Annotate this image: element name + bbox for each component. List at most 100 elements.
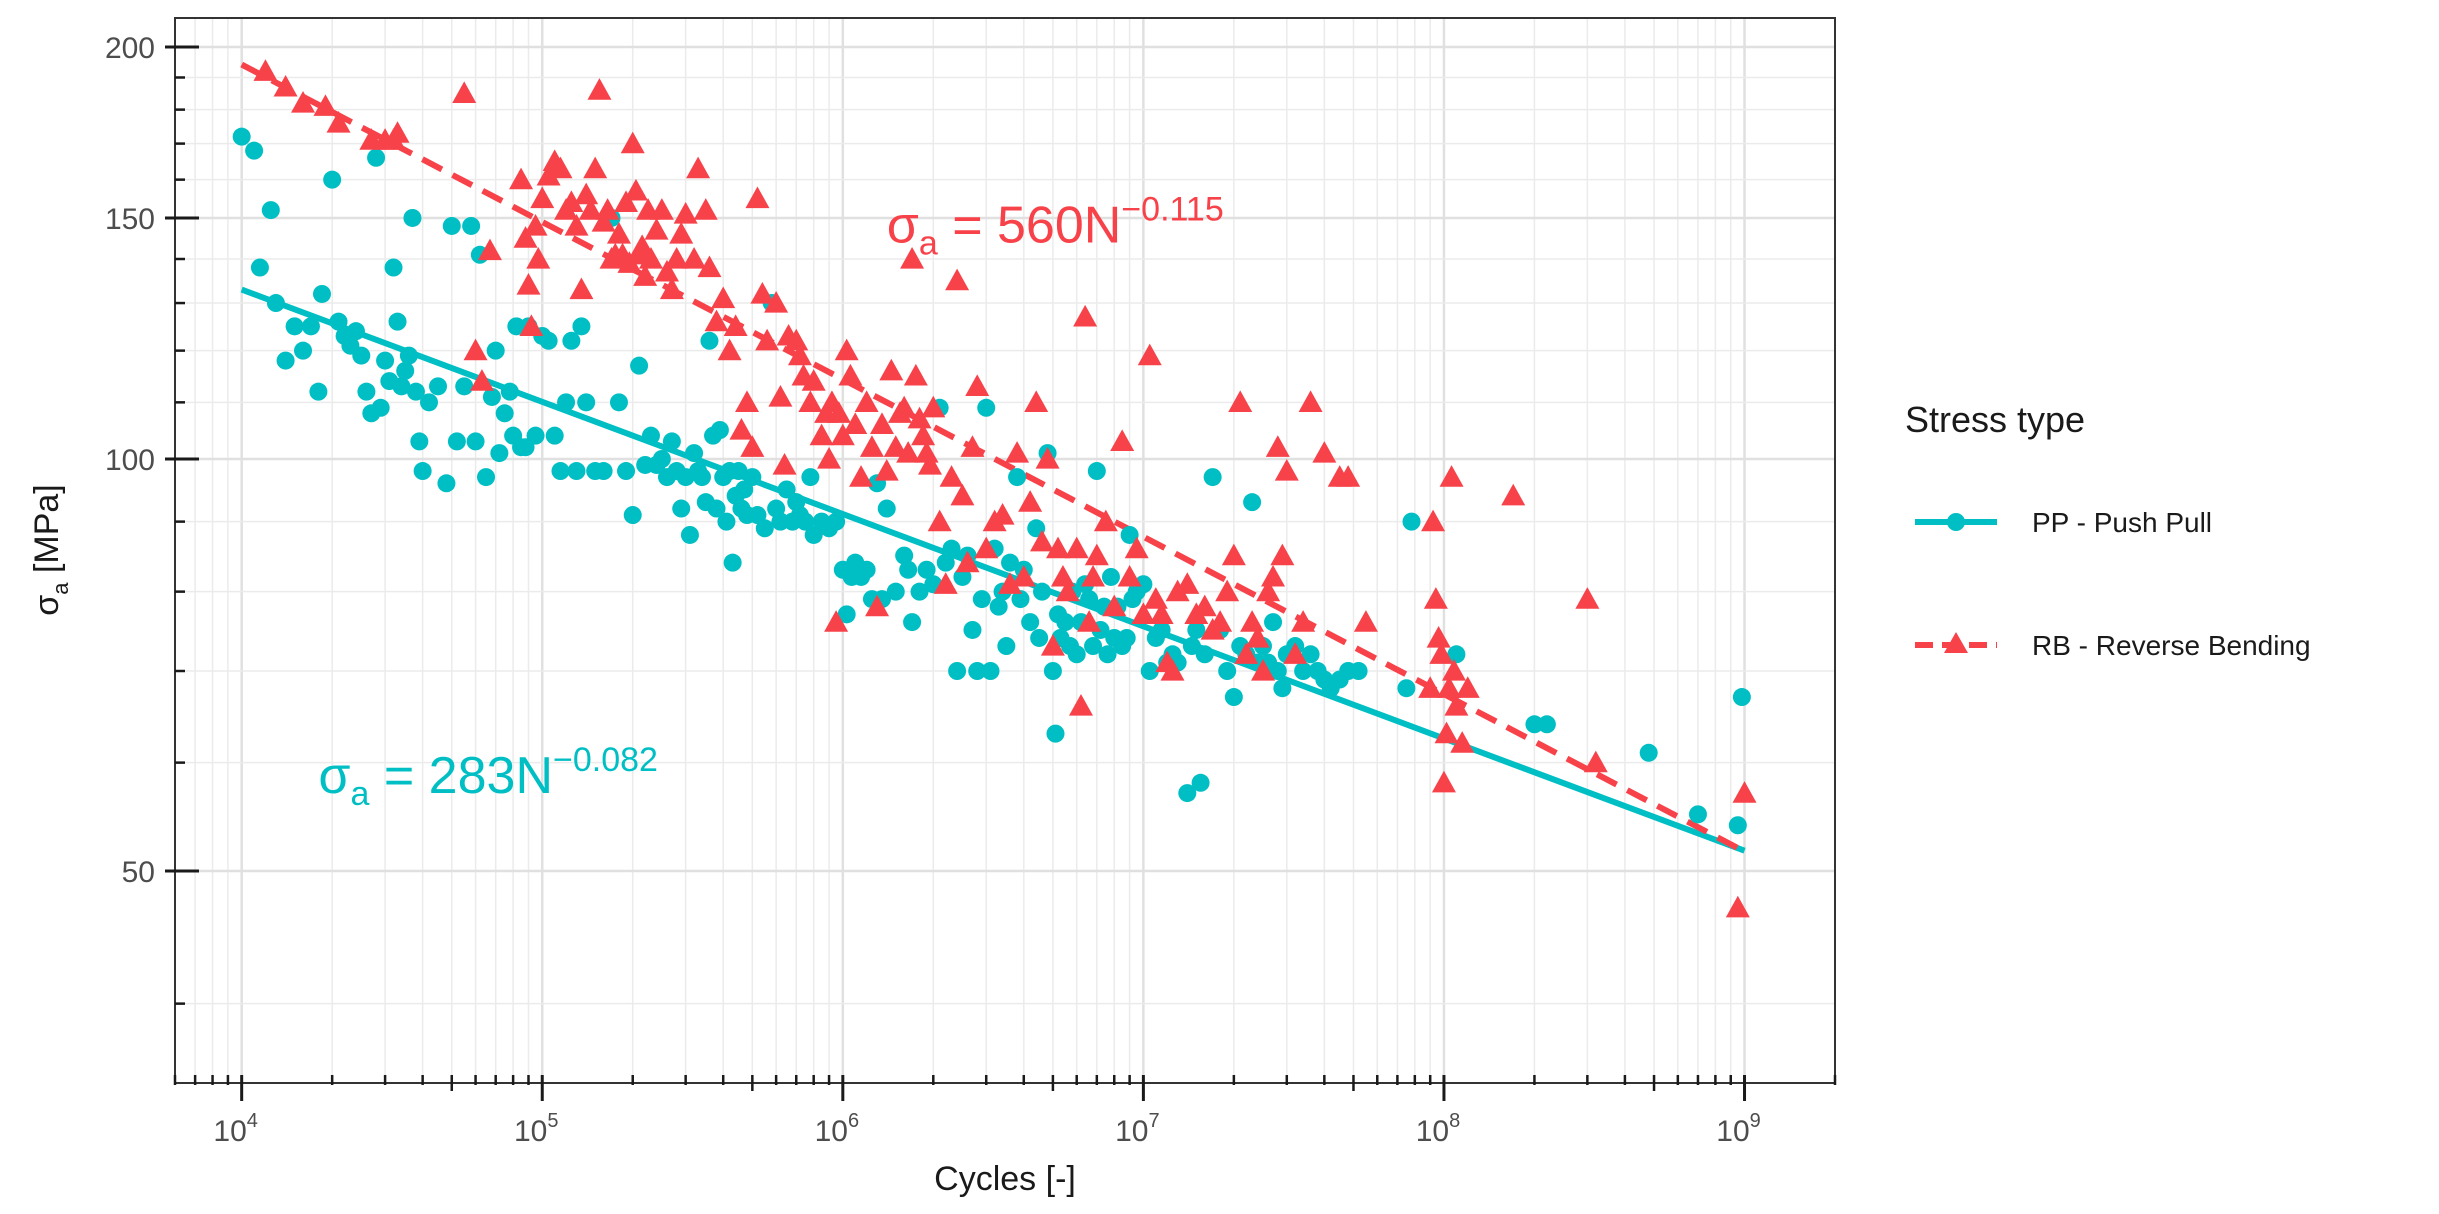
rb-data-point [1030,529,1055,552]
rb-data-point [787,343,812,366]
rb-data-point [1117,564,1142,587]
rb-data-point [477,238,502,261]
pp-data-point [567,462,586,481]
pp-data-point [1098,645,1117,664]
pp-data-point [1728,816,1747,835]
pp-data-point [804,525,823,544]
pp-data-point [367,148,386,167]
pp-data-point [490,444,509,463]
pp-data-point [413,462,432,481]
pp-data-point [968,662,987,681]
pp-data-point [245,141,264,160]
legend-entry-rb: RB - Reverse Bending [1915,630,2311,661]
rb-data-point [559,190,584,212]
rb-data-point [1240,610,1265,632]
legend-key-marker-rb [1944,632,1968,653]
pp-data-point [1639,743,1658,762]
data-points [232,59,1757,918]
rb-data-point [530,186,555,209]
x-tick-label-exponent: 6 [848,1110,859,1132]
pp-data-point [346,322,365,341]
x-tick-label: 107 [1115,1110,1160,1148]
rb-data-point [990,503,1015,525]
pp-data-point [1268,662,1287,681]
pp-data-point [1294,662,1313,681]
pp-data-point [577,393,596,412]
pp-data-point [895,546,914,565]
rb-data-point [903,363,928,386]
pp-data-point [384,258,403,277]
rb-data-point [682,247,707,269]
rb-data-point [649,198,674,220]
rb-data-point [1024,390,1049,412]
pp-data-point [755,519,774,538]
rb-data-point [1175,572,1200,594]
pp-data-point [1117,628,1136,647]
legend-key-marker-pp [1947,513,1965,531]
pp-data-point [276,351,295,370]
rb-data-point [1444,693,1469,716]
equation-sub: a [351,775,370,813]
pp-data-point [1218,662,1237,681]
rb-data-point [1336,465,1361,487]
pp-data-point [1447,645,1466,664]
rb-data-point [633,264,658,286]
rb-data-point [1261,564,1286,587]
rb-data-point [1102,594,1127,617]
rb-data-point [1149,602,1174,624]
pp-data-point [266,294,285,313]
rb-data-point [1439,465,1464,487]
rb-data-point [583,156,608,179]
pp-data-point [1191,773,1210,792]
pp-data-point [1067,645,1086,664]
rb-data-point [630,234,655,257]
pp-data-point [662,432,681,451]
rb-data-point [1312,441,1337,463]
rb-data-point [955,550,980,573]
rb-data-point [1005,441,1030,463]
pp-data-point [388,312,407,331]
rb-data-point [735,390,760,412]
rb-data-point [907,406,932,429]
rb-data-point [1431,770,1456,793]
plot-panel [175,18,1835,1083]
legend-title: Stress type [1905,399,2085,440]
rb-data-point [1160,659,1185,681]
rb-data-point [1055,579,1080,602]
pp-data-point [420,393,439,412]
rb-data-point [1583,750,1608,773]
pp-data-point [777,480,796,499]
pp-data-point [1195,645,1214,664]
rb-data-point [704,309,729,332]
pp-data-point [1525,715,1544,734]
x-tick-label: 104 [213,1110,258,1148]
pp-data-point [723,553,742,572]
pp-data-point [309,382,328,401]
pp-data-point [1001,553,1020,572]
rb-data-point [1256,579,1281,602]
rb-data-point [1221,543,1246,566]
pp-data-point [285,317,304,336]
rb-data-point [536,163,561,186]
rb-data-point [826,401,851,423]
pp-data-point [352,346,371,365]
rb-data-point [1011,564,1036,587]
rb-data-point [273,74,298,97]
pp-data-point [899,560,918,579]
rb-data-point [1208,610,1233,632]
rb-data-point [1437,676,1462,698]
pp-data-point [1021,613,1040,632]
pp-data-point [1140,662,1159,681]
pp-data-point [1243,493,1262,512]
legend: Stress type PP - Push Pull RB - Reverse … [1905,399,2311,661]
pp-data-point [1203,468,1222,487]
plot-border [174,17,1836,1084]
rb-data-point [896,441,921,463]
pp-data-point [963,620,982,639]
rb-data-point [834,338,859,361]
pp-data-point [1182,637,1201,656]
x-tick-label: 105 [514,1110,559,1148]
rb-data-point [1423,587,1448,609]
rb-data-point [1441,659,1466,681]
